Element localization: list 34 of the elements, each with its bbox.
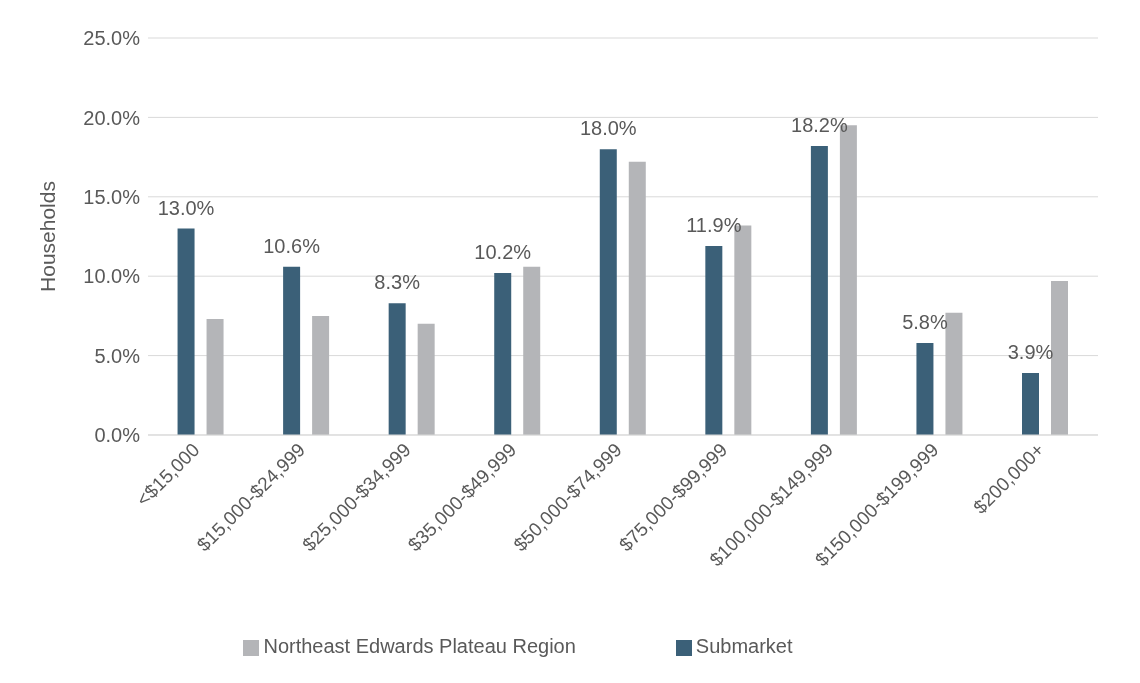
y-tick-label: 10.0% <box>83 265 141 288</box>
data-label: 11.9% <box>686 214 742 237</box>
y-tick-label: 0.0% <box>94 424 141 447</box>
y-tick-label: 25.0% <box>83 27 141 50</box>
legend-label: Submarket <box>695 635 793 657</box>
bar <box>388 303 406 435</box>
bar <box>945 312 963 435</box>
bar <box>523 266 541 435</box>
data-label: 18.2% <box>791 113 848 136</box>
bar <box>705 246 723 435</box>
bar <box>1022 373 1039 435</box>
bar <box>1051 280 1068 435</box>
data-label: 10.2% <box>474 241 532 264</box>
bar <box>916 342 934 435</box>
legend-label: Northeast Edwards Plateau Region <box>263 635 576 657</box>
bar <box>494 273 512 435</box>
bar <box>810 145 828 435</box>
y-tick-label: 15.0% <box>83 185 141 208</box>
data-label: 10.6% <box>263 234 321 257</box>
bar <box>177 228 195 435</box>
y-tick-label: 5.0% <box>94 344 141 367</box>
bar <box>283 266 301 435</box>
data-label: 13.0% <box>157 196 215 219</box>
data-label: 8.3% <box>374 271 421 294</box>
data-label: 18.0% <box>579 117 637 140</box>
bar <box>628 161 646 435</box>
bar <box>599 149 617 435</box>
bar <box>312 315 330 435</box>
data-label: 5.8% <box>902 310 948 333</box>
bar <box>417 323 435 435</box>
y-tick-label: 20.0% <box>83 106 141 129</box>
y-axis-title: Households <box>36 181 60 292</box>
data-label: 3.9% <box>1007 341 1054 364</box>
bar <box>206 319 224 435</box>
